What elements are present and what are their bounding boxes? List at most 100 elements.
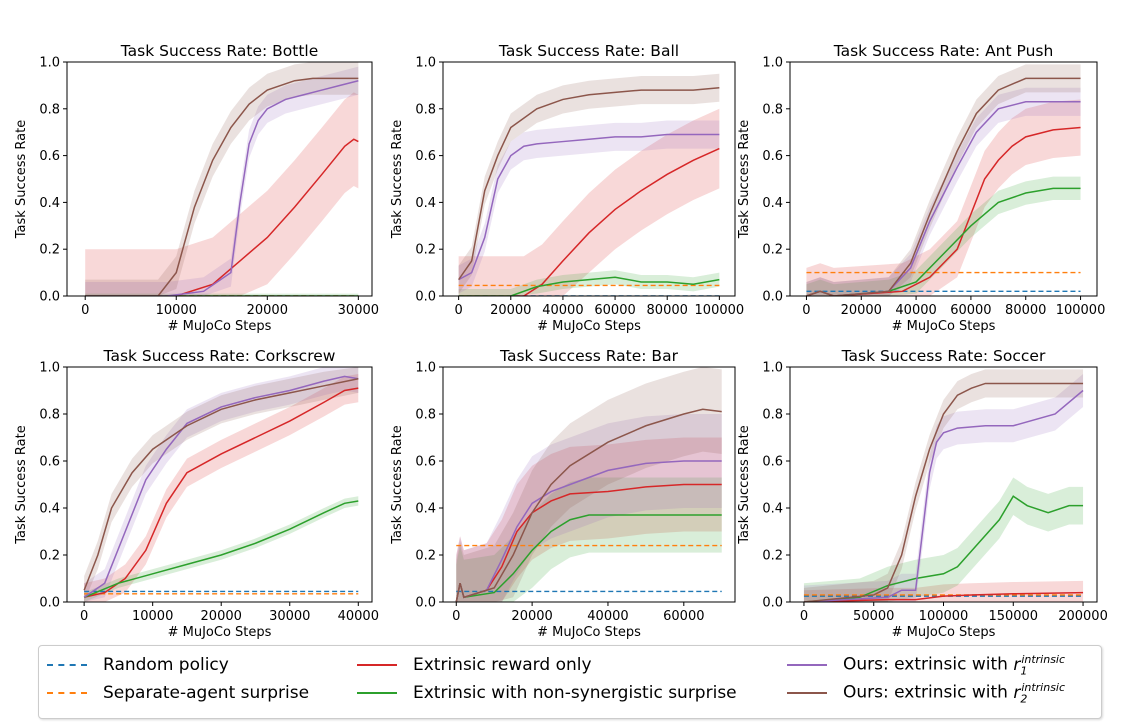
legend-item-random: Random policy [47, 654, 229, 676]
x-tick-label: 40000 [542, 303, 583, 318]
y-tick-label: 0.8 [39, 408, 60, 423]
plot-frame [442, 61, 736, 297]
plot-area [458, 73, 720, 296]
y-tick-label: 0.4 [39, 502, 60, 517]
legend-label: Random policy [103, 655, 229, 675]
legend-item-separate: Separate-agent surprise [47, 682, 309, 704]
series-line-extrinsic [83, 387, 359, 599]
x-tick-label: 40000 [895, 303, 936, 318]
x-tick-label: 40000 [587, 609, 628, 624]
x-tick-label: 0 [81, 303, 89, 318]
y-tick-label: 0.2 [39, 549, 60, 564]
plot-area [803, 369, 1084, 602]
band-nonsyn [456, 477, 722, 602]
y-tick-label: 0.8 [762, 102, 783, 117]
band-ours1 [84, 367, 359, 602]
y-tick-label: 0.8 [39, 102, 60, 117]
chart-title: Task Success Rate: Bar [499, 347, 679, 365]
y-tick-label: 0.8 [415, 102, 436, 117]
band-ours1 [458, 120, 720, 294]
subplot-1: 0.0 0.2 0.4 0.6 0.8 1.0 0 10000 20000 30000 Task S… [14, 42, 379, 334]
series-line-ours1 [458, 133, 720, 281]
y-tick-label: 0.4 [762, 196, 783, 211]
y-tick-label: 0.4 [762, 502, 783, 517]
x-axis-label: # MuJoCo Steps [892, 319, 996, 334]
legend-swatch [787, 664, 827, 666]
y-axis-label: Task Success Rate [737, 120, 752, 239]
band-extrinsic [85, 92, 359, 296]
y-tick-label: 0.0 [39, 596, 60, 611]
y-tick-label: 0.2 [762, 549, 783, 564]
series-line-ours2 [83, 378, 359, 591]
x-tick-label: 0 [800, 609, 808, 624]
band-ours1 [806, 87, 1081, 296]
legend-item-extrinsic: Extrinsic reward only [357, 654, 592, 676]
x-tick-label: 200000 [1058, 609, 1108, 624]
series-line-ours2 [803, 382, 1084, 602]
y-tick-label: 0.0 [39, 290, 60, 305]
plot-area [806, 64, 1081, 296]
y-tick-label: 0.4 [39, 196, 60, 211]
y-axis-label: Task Success Rate [14, 120, 29, 239]
x-tick-label: 20000 [201, 609, 242, 624]
band-extrinsic [458, 108, 720, 296]
y-tick-label: 0.6 [39, 149, 60, 164]
legend-swatch [47, 664, 87, 666]
legend-swatch [357, 664, 397, 666]
x-tick-label: 40000 [338, 609, 379, 624]
subplot-5: 0.0 0.2 0.4 0.6 0.8 1.0 0 20000 40000 60000 Task S… [390, 347, 736, 640]
plot-area [85, 62, 359, 296]
x-tick-label: 0 [455, 303, 463, 318]
x-tick-label: 50000 [853, 609, 894, 624]
y-tick-label: 1.0 [762, 56, 783, 71]
y-tick-label: 0.2 [415, 243, 436, 258]
x-axis-label: # MuJoCo Steps [892, 625, 996, 640]
y-axis-label: Task Success Rate [390, 425, 405, 544]
chart-title: Task Success Rate: Bottle [120, 42, 319, 60]
series-line-extrinsic [458, 147, 720, 296]
legend-label: Extrinsic with non-synergistic surprise [413, 683, 737, 703]
x-tick-label: 0 [802, 303, 810, 318]
y-axis-label: Task Success Rate [737, 425, 752, 544]
y-tick-label: 0.6 [762, 149, 783, 164]
band-ours2 [456, 367, 722, 602]
x-tick-label: 80000 [1005, 303, 1046, 318]
x-tick-label: 20000 [841, 303, 882, 318]
x-tick-label: 60000 [663, 609, 704, 624]
x-tick-label: 0 [80, 609, 88, 624]
x-tick-label: 20000 [490, 303, 531, 318]
x-tick-label: 80000 [647, 303, 688, 318]
series-line-ours2 [806, 77, 1081, 296]
x-tick-label: 150000 [988, 609, 1038, 624]
legend-swatch [787, 692, 827, 694]
plot-area [83, 367, 359, 602]
y-tick-label: 1.0 [39, 361, 60, 376]
x-tick-label: 100000 [695, 303, 745, 318]
y-tick-label: 0.0 [415, 290, 436, 305]
legend-math: r1intrinsic [1013, 652, 1066, 678]
band-ours1 [456, 414, 722, 602]
plot-area [455, 367, 722, 602]
legend-item-ours2: Ours: extrinsic with r2intrinsic [787, 680, 1066, 706]
band-ours2 [806, 64, 1081, 296]
y-tick-label: 0.4 [415, 196, 436, 211]
series-line-extrinsic [85, 138, 359, 296]
band-ours1 [803, 374, 1084, 602]
band-extrinsic [806, 99, 1081, 296]
x-tick-label: 30000 [338, 303, 379, 318]
y-tick-label: 1.0 [762, 361, 783, 376]
y-tick-label: 0.2 [762, 243, 783, 258]
y-tick-label: 0.6 [762, 455, 783, 470]
x-axis-label: # MuJoCo Steps [168, 319, 272, 334]
x-tick-label: 60000 [950, 303, 991, 318]
x-tick-label: 20000 [247, 303, 288, 318]
series-line-extrinsic [806, 126, 1081, 296]
y-tick-label: 0.6 [415, 149, 436, 164]
series-line-ours1 [85, 79, 359, 296]
subplot-2: 0.0 0.2 0.4 0.6 0.8 1.0 0 20000 40000 60000 80000 1… [390, 42, 744, 334]
series-line-ours2 [455, 408, 722, 602]
legend-math: r2intrinsic [1013, 680, 1066, 706]
x-axis-label: # MuJoCo Steps [168, 625, 272, 640]
y-tick-label: 1.0 [39, 56, 60, 71]
series-line-ours1 [83, 375, 359, 598]
